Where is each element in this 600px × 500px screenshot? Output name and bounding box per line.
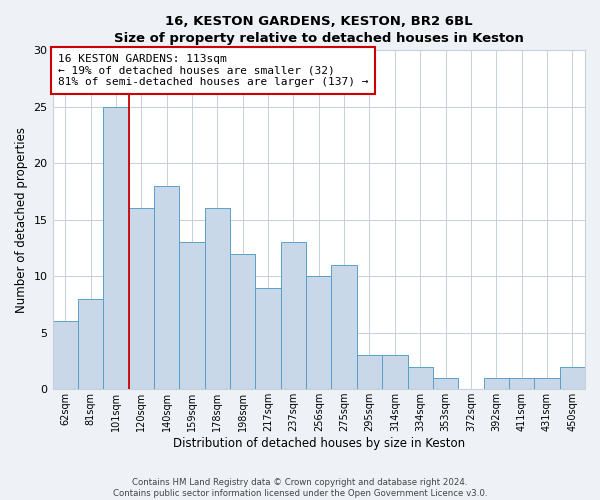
Bar [306, 276, 331, 389]
Bar [103, 107, 128, 389]
Bar [382, 356, 407, 389]
Bar [205, 208, 230, 389]
X-axis label: Distribution of detached houses by size in Keston: Distribution of detached houses by size … [173, 437, 465, 450]
Bar [331, 265, 357, 389]
Bar [509, 378, 534, 389]
Bar [128, 208, 154, 389]
Bar [407, 366, 433, 389]
Bar [433, 378, 458, 389]
Y-axis label: Number of detached properties: Number of detached properties [15, 126, 28, 313]
Text: Contains HM Land Registry data © Crown copyright and database right 2024.
Contai: Contains HM Land Registry data © Crown c… [113, 478, 487, 498]
Bar [256, 288, 281, 389]
Bar [78, 299, 103, 389]
Bar [484, 378, 509, 389]
Title: 16, KESTON GARDENS, KESTON, BR2 6BL
Size of property relative to detached houses: 16, KESTON GARDENS, KESTON, BR2 6BL Size… [114, 15, 524, 45]
Bar [560, 366, 585, 389]
Bar [357, 356, 382, 389]
Text: 16 KESTON GARDENS: 113sqm
← 19% of detached houses are smaller (32)
81% of semi-: 16 KESTON GARDENS: 113sqm ← 19% of detac… [58, 54, 368, 87]
Bar [230, 254, 256, 389]
Bar [53, 322, 78, 389]
Bar [281, 242, 306, 389]
Bar [154, 186, 179, 389]
Bar [534, 378, 560, 389]
Bar [179, 242, 205, 389]
